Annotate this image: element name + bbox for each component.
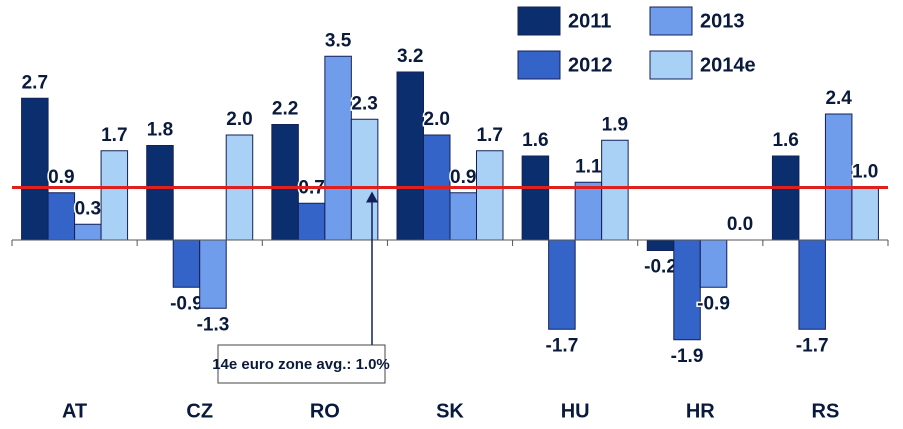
x-tick-label: RO xyxy=(310,400,340,422)
value-label: 3.2 xyxy=(397,46,423,67)
bar xyxy=(824,113,853,241)
bar xyxy=(699,239,728,288)
value-label: 2.3 xyxy=(351,93,377,114)
bar xyxy=(21,97,49,241)
value-label: 1.8 xyxy=(147,120,173,141)
bar xyxy=(476,150,504,241)
value-label: 1.6 xyxy=(772,130,798,151)
bar xyxy=(798,239,826,330)
value-label: 2.4 xyxy=(825,88,852,109)
legend-label: 2014e xyxy=(700,54,756,76)
legend-label: 2013 xyxy=(700,10,745,32)
bar xyxy=(324,55,352,241)
bar xyxy=(74,223,102,241)
value-label: 2.0 xyxy=(226,109,252,130)
bar xyxy=(47,192,76,241)
value-label: 0.9 xyxy=(48,167,74,188)
bar xyxy=(199,239,227,309)
value-label: 1.7 xyxy=(101,125,127,146)
bar xyxy=(146,145,174,241)
bar xyxy=(100,150,129,241)
bar xyxy=(851,187,879,241)
x-tick-label: HR xyxy=(686,400,715,422)
value-label: 2.0 xyxy=(424,109,450,130)
bar xyxy=(574,181,603,241)
value-label: 0.3 xyxy=(75,198,101,219)
legend-swatch xyxy=(517,6,561,36)
bar xyxy=(396,71,424,241)
arrow-head xyxy=(366,191,378,203)
value-label: 1.0 xyxy=(852,162,878,183)
bar xyxy=(172,239,201,288)
value-label: 1.6 xyxy=(522,130,548,151)
x-tick-label: HU xyxy=(561,400,590,422)
x-tick-label: RS xyxy=(812,400,840,422)
value-label: -0.2 xyxy=(644,257,677,278)
bar xyxy=(601,139,629,241)
value-label: 0.0 xyxy=(727,214,753,235)
bar xyxy=(521,155,550,241)
annotation-box xyxy=(217,344,386,384)
x-tick-label: AT xyxy=(62,400,87,422)
annotation: 14e euro zone avg.: 1.0% xyxy=(212,356,390,373)
value-label: -1.9 xyxy=(671,346,704,367)
legend-label: 2012 xyxy=(568,54,613,76)
value-label: -0.9 xyxy=(697,293,730,314)
bar xyxy=(548,239,576,330)
bar xyxy=(673,239,701,341)
bar xyxy=(771,155,800,241)
value-label: -0.9 xyxy=(170,293,203,314)
x-tick-label: SK xyxy=(436,400,464,422)
bar xyxy=(449,192,477,241)
bar xyxy=(297,202,326,241)
legend-swatch xyxy=(649,50,693,80)
bar xyxy=(271,124,299,241)
bar xyxy=(350,118,379,241)
value-label: -1.7 xyxy=(546,335,579,356)
bar xyxy=(646,239,675,251)
value-label: 2.2 xyxy=(272,99,298,120)
value-label: 0.9 xyxy=(450,167,476,188)
legend-swatch xyxy=(649,6,693,36)
x-tick-label: CZ xyxy=(186,400,213,422)
value-label: 1.7 xyxy=(477,125,503,146)
value-label: 2.7 xyxy=(22,72,48,93)
value-label: -1.3 xyxy=(197,314,230,335)
legend-label: 2011 xyxy=(568,10,611,32)
legend-swatch xyxy=(517,50,561,80)
value-label: 1.9 xyxy=(602,114,628,135)
value-label: -1.7 xyxy=(796,335,829,356)
value-label: 3.5 xyxy=(325,30,352,51)
value-label: 1.1 xyxy=(575,156,602,177)
